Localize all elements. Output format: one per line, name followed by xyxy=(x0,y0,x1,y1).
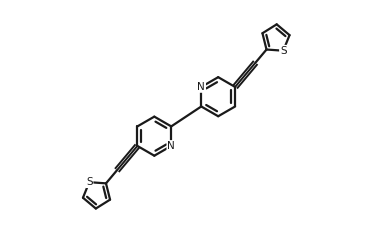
Text: S: S xyxy=(280,46,287,56)
Text: N: N xyxy=(168,141,175,151)
Text: S: S xyxy=(86,177,93,187)
Text: N: N xyxy=(197,82,205,92)
